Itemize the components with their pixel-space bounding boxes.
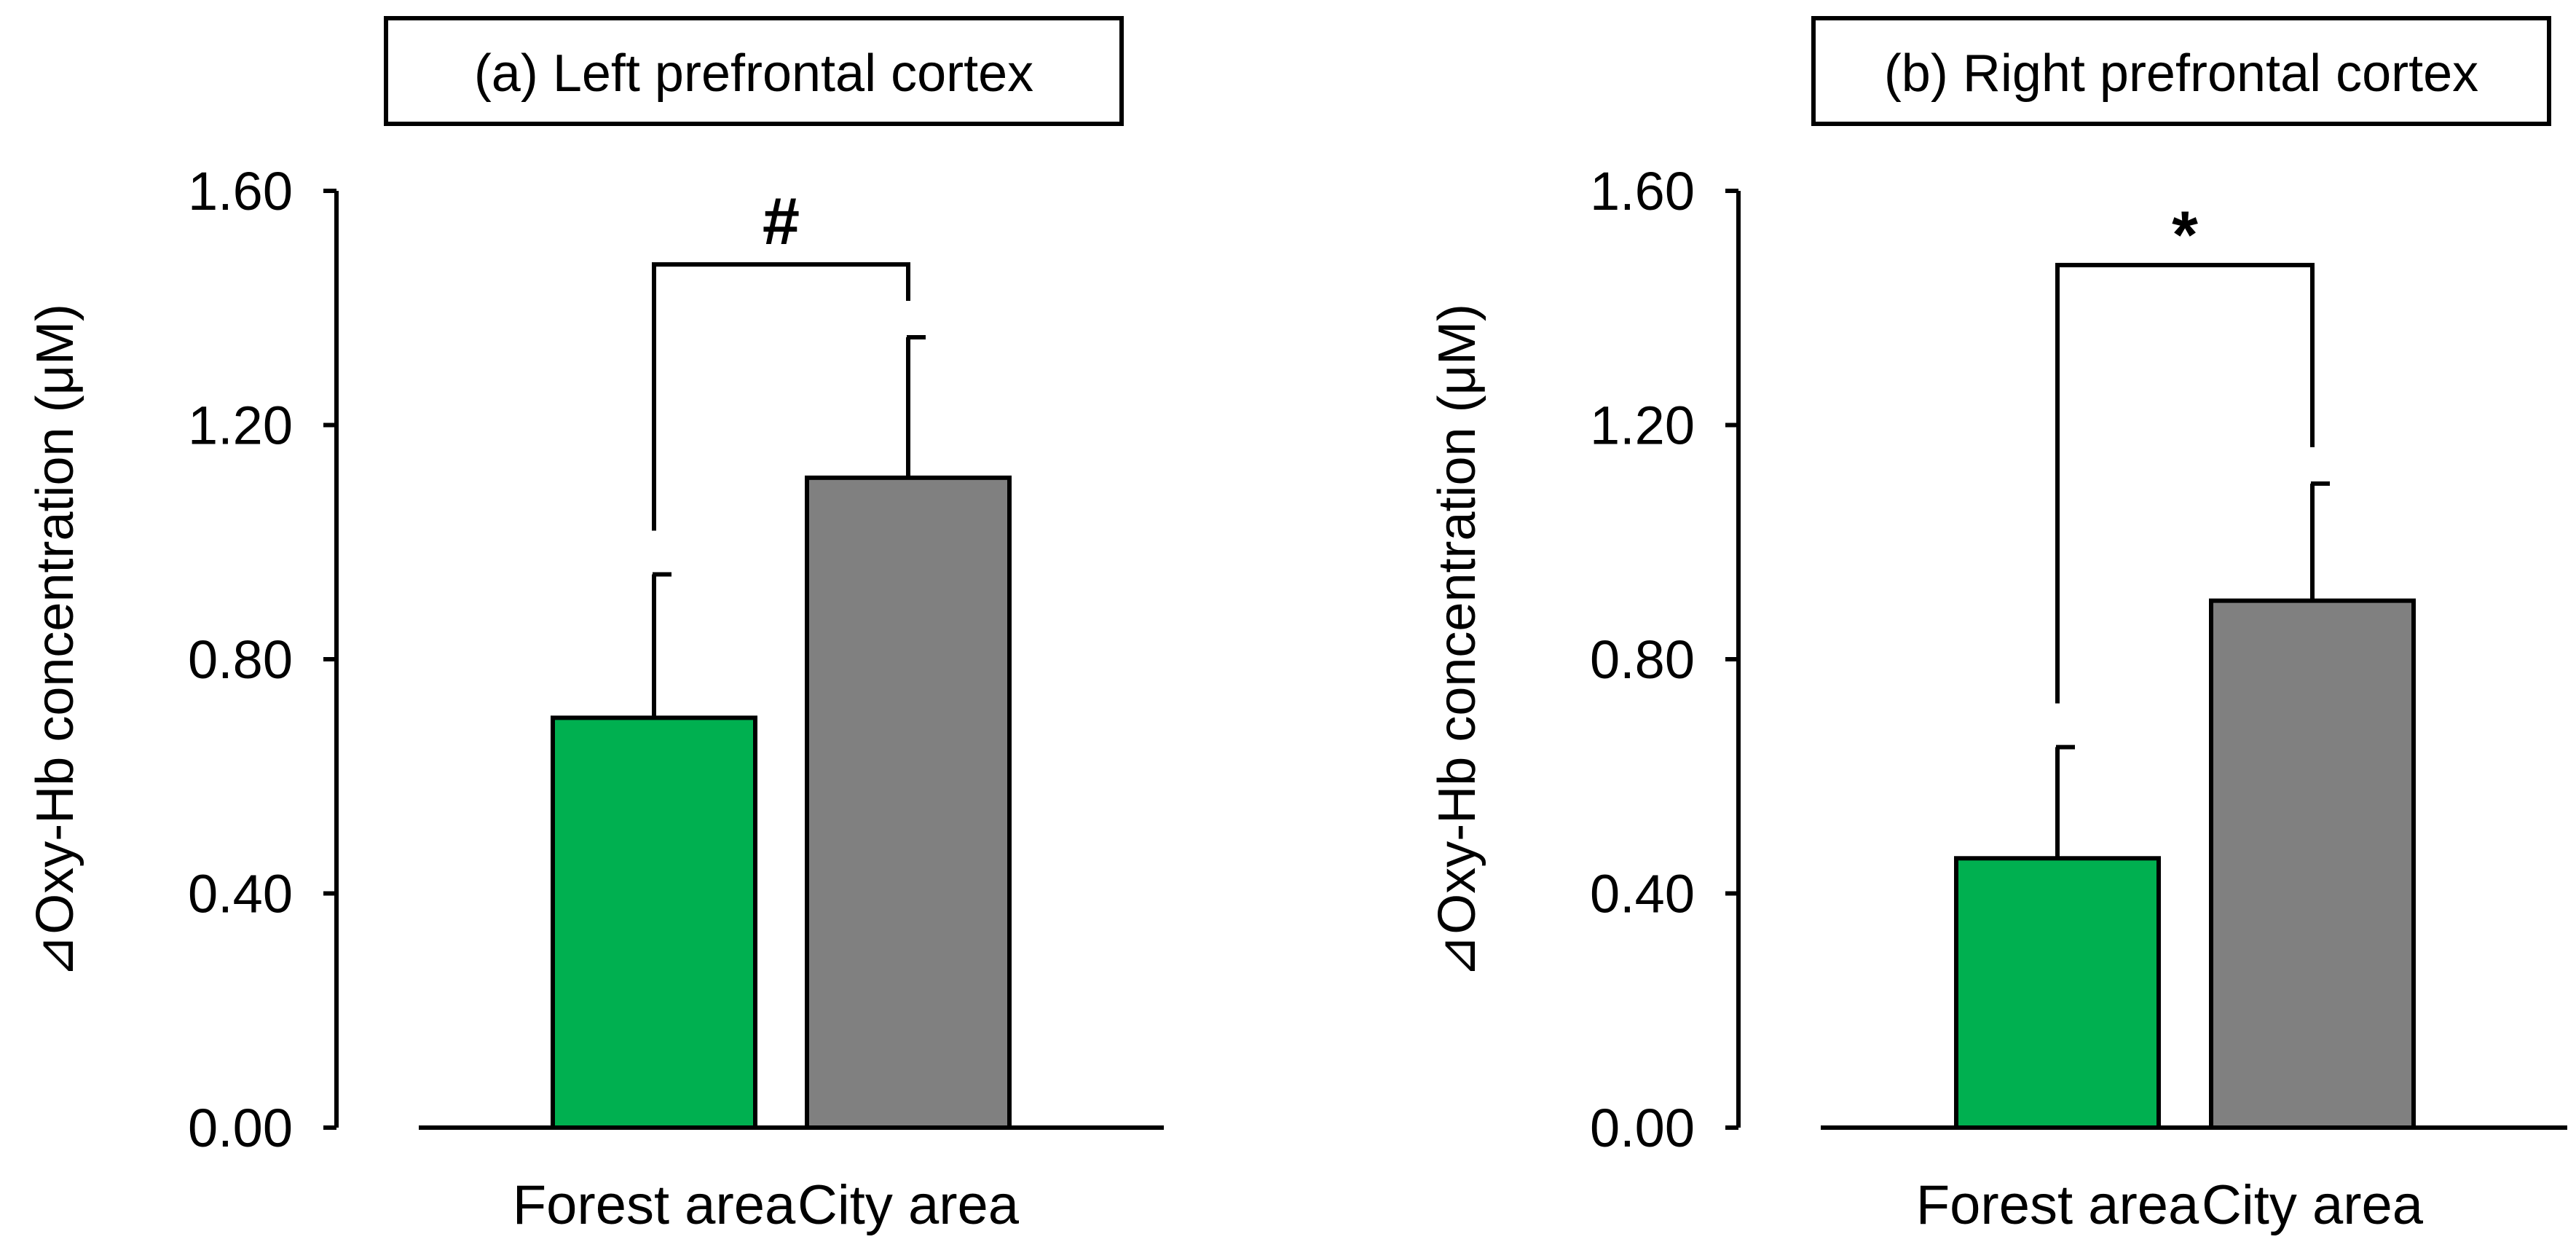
title-box [384, 16, 1124, 126]
y-tick-label: 1.20 [188, 396, 293, 456]
significance-bracket [652, 262, 910, 531]
y-tick-label: 0.00 [188, 1098, 293, 1158]
significance-bracket [2055, 262, 2315, 704]
y-tick-label: 1.60 [1590, 161, 1695, 221]
y-tick-label: 0.80 [1590, 629, 1695, 690]
bar-forest-area [551, 715, 757, 1130]
title-box [1811, 16, 2551, 126]
y-tick-label: 0.80 [188, 629, 293, 690]
significance-symbol: * [2172, 198, 2198, 272]
y-axis-label: ⊿Oxy-Hb concentration (μM) [1428, 304, 1486, 978]
bar-city-area [2209, 598, 2416, 1130]
chart-title: (b) Right prefrontal cortex [1884, 44, 2478, 103]
bar-forest-area [1954, 856, 2161, 1131]
x-category-label: Forest area [1916, 1174, 2199, 1236]
y-axis-label: ⊿Oxy-Hb concentration (μM) [26, 304, 84, 978]
y-tick-label: 1.20 [1590, 396, 1695, 456]
significance-symbol: # [763, 184, 800, 259]
y-tick-label: 0.40 [1590, 864, 1695, 924]
bar-city-area [805, 475, 1012, 1130]
chart-title: (a) Left prefrontal cortex [474, 44, 1033, 103]
y-tick-label: 0.00 [1590, 1098, 1695, 1158]
panel-right-prefrontal: (b) Right prefrontal cortex ⊿Oxy-Hb conc… [1428, 16, 2567, 1236]
panel-left-prefrontal: (a) Left prefrontal cortex ⊿Oxy-Hb conce… [26, 16, 1164, 1236]
y-tick-label: 0.40 [188, 864, 293, 924]
x-category-label: Forest area [513, 1174, 796, 1236]
x-category-label: City area [2202, 1174, 2424, 1236]
y-tick-label: 1.60 [188, 161, 293, 221]
x-category-label: City area [797, 1174, 1020, 1236]
